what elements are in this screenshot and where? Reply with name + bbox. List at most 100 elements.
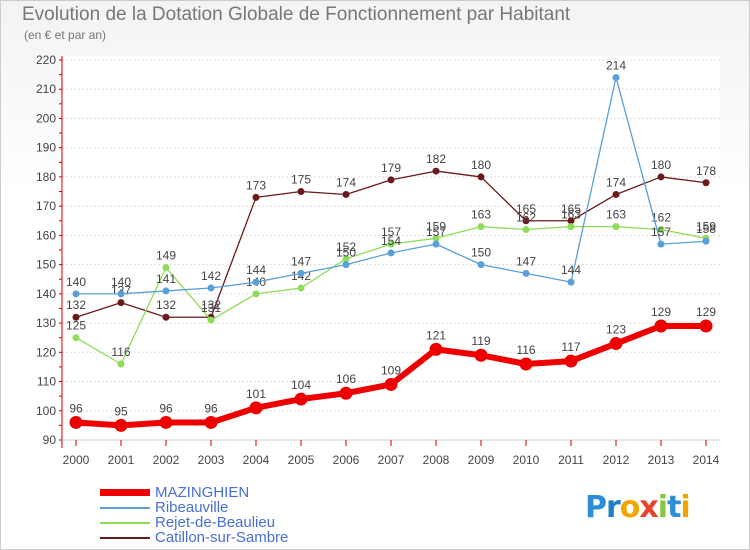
y-tick-label: 100 [36,404,56,418]
data-label: 116 [111,345,130,359]
data-point [159,415,173,429]
data-point [522,269,530,277]
legend-item: Rejet-de-Beaulieu [100,515,288,530]
data-label: 132 [156,298,176,312]
data-label: 154 [381,234,401,248]
data-point [297,284,305,292]
data-label: 96 [69,401,83,415]
data-label: 180 [471,158,491,172]
data-label: 144 [246,263,266,277]
data-point [657,226,665,234]
data-point [342,255,350,263]
x-tick-label: 2005 [288,453,315,467]
y-tick-label: 130 [36,316,56,330]
legend-swatch [100,489,150,496]
data-point [387,240,395,248]
x-tick-label: 2008 [423,453,450,467]
y-tick-label: 220 [36,53,56,67]
data-point [432,167,440,175]
data-point [69,415,83,429]
legend-item: Ribeauville [100,500,288,515]
x-tick-label: 2002 [153,453,180,467]
data-point [432,234,440,242]
data-point [477,223,485,231]
data-label: 150 [336,246,356,260]
y-tick-label: 180 [36,170,56,184]
legend-label: MAZINGHIEN [155,484,250,501]
data-label: 144 [561,263,581,277]
data-label: 147 [291,254,311,268]
data-point [162,287,170,295]
data-point [342,261,350,269]
data-label: 121 [426,328,446,342]
legend-label: Ribeauville [155,499,229,516]
data-label: 142 [201,269,221,283]
data-label: 150 [471,246,491,260]
y-tick-label: 110 [37,375,56,389]
x-tick-label: 2000 [63,453,90,467]
data-label: 159 [426,219,446,233]
x-tick-label: 2011 [558,453,584,467]
data-point [117,290,125,298]
x-tick-label: 2009 [468,453,495,467]
data-point [339,386,353,400]
chart-title: Evolution de la Dotation Globale de Fonc… [22,4,571,25]
proxiti-logo: Proxiti [585,490,691,525]
data-label: 132 [201,298,221,312]
legend: MAZINGHIEN Ribeauville Rejet-de-Beaulieu Ca… [100,485,288,545]
data-label: 214 [606,59,626,73]
data-point [162,313,170,321]
data-label: 149 [156,249,176,263]
data-point [567,217,575,225]
y-tick-label: 90 [43,433,57,447]
data-label: 157 [651,225,671,239]
data-point [117,360,125,368]
data-point [702,179,710,187]
data-point [252,290,260,298]
data-point [654,319,668,333]
legend-item: MAZINGHIEN [100,485,288,500]
data-point [249,401,263,415]
data-point [72,313,80,321]
data-label: 109 [381,363,401,377]
data-label: 162 [651,211,671,225]
data-label: 175 [291,173,311,187]
data-point [207,316,215,324]
data-label: 178 [696,164,716,178]
x-tick-label: 2013 [648,453,675,467]
data-point [702,237,710,245]
data-label: 140 [66,275,86,289]
data-point [384,377,398,391]
x-tick-label: 2014 [693,453,720,467]
legend-item: Catillon-sur-Sambre [100,530,288,545]
y-tick-label: 150 [36,258,56,272]
data-label: 179 [381,161,401,175]
data-label: 165 [516,202,536,216]
data-point [162,264,170,272]
data-label: 104 [291,378,311,392]
legend-label: Rejet-de-Beaulieu [155,514,276,531]
data-point [72,334,80,342]
data-label: 157 [426,225,446,239]
data-point [657,240,665,248]
y-tick-label: 190 [36,141,56,155]
data-point [657,173,665,181]
legend-swatch [100,507,150,509]
legend-label: Catillon-sur-Sambre [155,529,289,546]
data-point [117,299,125,307]
data-point [567,278,575,286]
data-label: 129 [696,305,716,319]
data-point [699,319,713,333]
y-tick-label: 160 [36,228,56,242]
data-label: 116 [516,343,535,357]
data-label: 159 [696,219,716,233]
y-tick-label: 200 [36,111,56,125]
data-point [204,415,218,429]
data-point [297,269,305,277]
data-point [432,240,440,248]
x-tick-label: 2007 [378,453,405,467]
data-point [114,418,128,432]
data-label: 140 [111,275,131,289]
data-label: 101 [246,387,266,401]
data-point [387,249,395,257]
